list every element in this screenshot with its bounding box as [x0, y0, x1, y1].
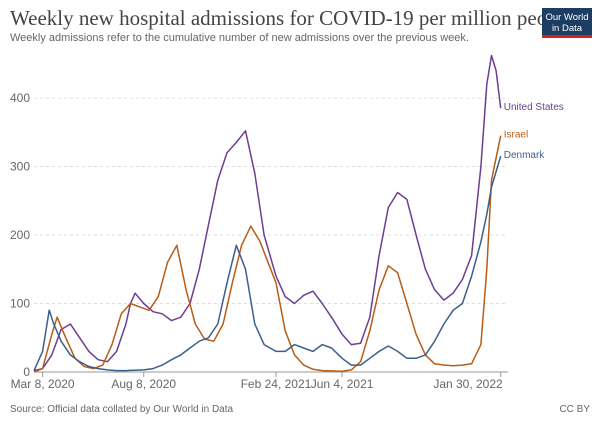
- series-lines: [33, 54, 502, 373]
- x-tick-label: Jan 30, 2022: [433, 377, 503, 391]
- y-tick-label: 0: [23, 365, 30, 379]
- series-line-israel[interactable]: [33, 135, 502, 373]
- x-tick-label: Aug 8, 2020: [111, 377, 176, 391]
- x-tick-label: Mar 8, 2020: [11, 377, 75, 391]
- license-link[interactable]: CC BY: [559, 404, 590, 415]
- grid-lines: [34, 97, 508, 304]
- source-note[interactable]: Source: Official data collated by Our Wo…: [10, 404, 234, 415]
- series-label-denmark: Denmark: [504, 150, 546, 161]
- y-tick-label: 200: [10, 228, 30, 242]
- logo-line-2: in Data: [551, 23, 583, 34]
- y-axis: 0 100 200 300 400: [10, 91, 30, 379]
- chart-subtitle: Weekly admissions refer to the cumulativ…: [10, 32, 469, 44]
- series-label-israel: Israel: [504, 130, 528, 141]
- y-tick-label: 300: [10, 159, 30, 173]
- series-line-united-states[interactable]: [33, 54, 502, 372]
- x-tick-label: Feb 24, 2021: [241, 377, 312, 391]
- y-tick-label: 400: [10, 91, 30, 105]
- series-labels: United States Israel Denmark: [504, 102, 564, 161]
- x-tick-label: Jun 4, 2021: [311, 377, 374, 391]
- logo-line-1: Our World: [545, 12, 589, 23]
- series-line-denmark[interactable]: [33, 155, 502, 372]
- x-axis: Mar 8, 2020 Aug 8, 2020 Feb 24, 2021 Jun 4,…: [11, 371, 508, 391]
- series-label-united-states: United States: [504, 102, 564, 113]
- chart-title: Weekly new hospital admissions for COVID…: [10, 6, 573, 30]
- y-tick-label: 100: [10, 296, 30, 310]
- owid-logo[interactable]: Our World in Data: [542, 8, 592, 38]
